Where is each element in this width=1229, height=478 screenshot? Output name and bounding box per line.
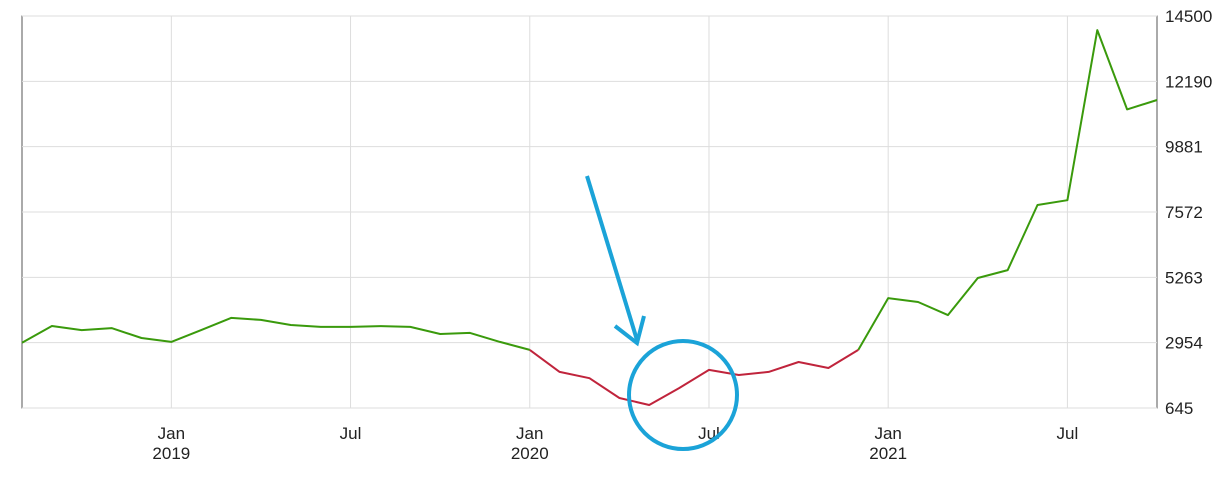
x-tick-label: Jan	[516, 424, 543, 443]
line-series	[529, 349, 859, 406]
x-tick-label: Jan	[874, 424, 901, 443]
line-series	[21, 29, 1158, 351]
annotation	[585, 175, 739, 451]
y-tick-label: 14500	[1165, 7, 1212, 26]
x-tick-label: Jul	[340, 424, 362, 443]
x-tick-label: 2019	[152, 444, 190, 463]
y-tick-label: 2954	[1165, 334, 1203, 353]
x-tick-label: 2020	[511, 444, 549, 463]
arrow-shaft	[585, 175, 639, 341]
y-tick-label: 12190	[1165, 72, 1212, 91]
y-tick-label: 5263	[1165, 268, 1203, 287]
x-tick-label: Jul	[1057, 424, 1079, 443]
x-tick-label: 2021	[869, 444, 907, 463]
arrow-head	[613, 315, 646, 347]
y-tick-label: 645	[1165, 399, 1193, 418]
highlight-circle	[627, 339, 739, 451]
x-tick-label: Jan	[158, 424, 185, 443]
y-tick-label: 7572	[1165, 203, 1203, 222]
y-tick-label: 9881	[1165, 138, 1203, 157]
